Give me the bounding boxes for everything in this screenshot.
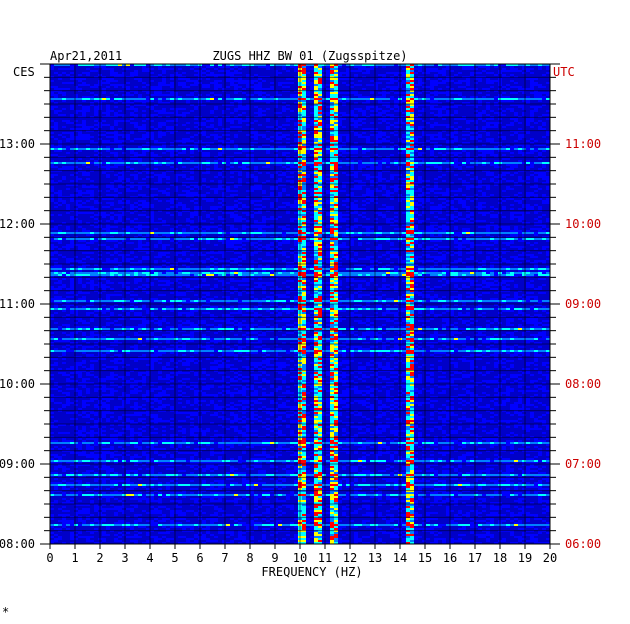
left-axis-label: CES [13,65,35,79]
grid-lines [49,63,551,545]
x-tick-label: 4 [146,551,153,565]
x-tick-label: 20 [543,551,557,565]
left-tick-label: 10:00 [0,377,35,391]
left-tick-label: 12:00 [0,217,35,231]
chart-date-label: Apr21,2011 [50,49,122,63]
x-tick-label: 1 [71,551,78,565]
x-tick-label: 18 [493,551,507,565]
x-tick-label: 7 [221,551,228,565]
chart-title: ZUGS HHZ BW 01 (Zugsspitze) [212,49,407,63]
x-tick-label: 6 [196,551,203,565]
footnote-mark: * [2,605,9,619]
left-tick-label: 11:00 [0,297,35,311]
x-tick-label: 13 [368,551,382,565]
x-tick-label: 9 [271,551,278,565]
left-tick-label: 13:00 [0,137,35,151]
axes: 0 1 2 3 4 5 6 7 8 9 10 11 12 13 14 15 16 17 18 19 2008:0009:… [0,63,601,565]
x-tick-label: 2 [96,551,103,565]
x-tick-label: 3 [121,551,128,565]
x-tick-label: 19 [518,551,532,565]
right-axis-label: UTC [553,65,575,79]
right-tick-label: 06:00 [565,537,601,551]
right-tick-label: 07:00 [565,457,601,471]
x-tick-label: 0 [46,551,53,565]
x-axis-label: FREQUENCY (HZ) [261,565,362,579]
x-tick-label: 15 [418,551,432,565]
x-tick-label: 16 [443,551,457,565]
left-tick-label: 08:00 [0,537,35,551]
x-tick-label: 11 [318,551,332,565]
right-tick-label: 09:00 [565,297,601,311]
right-tick-label: 08:00 [565,377,601,391]
x-tick-label: 10 [293,551,307,565]
right-tick-label: 11:00 [565,137,601,151]
x-tick-label: 5 [171,551,178,565]
x-tick-label: 14 [393,551,407,565]
left-tick-label: 09:00 [0,457,35,471]
x-tick-label: 8 [246,551,253,565]
x-tick-label: 17 [468,551,482,565]
right-tick-label: 10:00 [565,217,601,231]
x-tick-label: 12 [343,551,357,565]
